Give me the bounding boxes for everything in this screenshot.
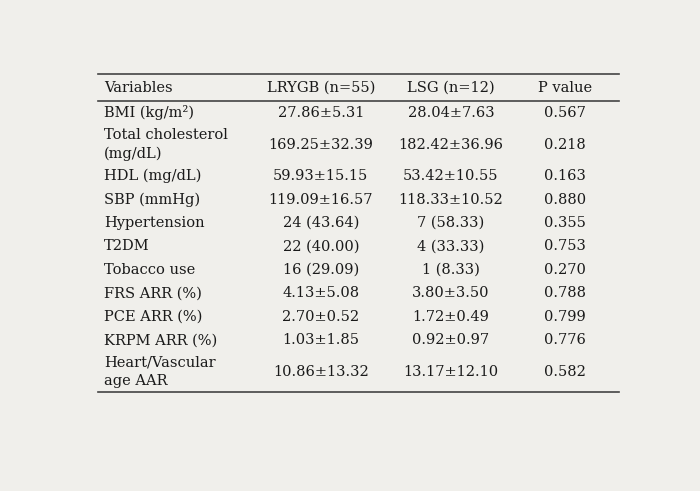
Text: 1.72±0.49: 1.72±0.49 (412, 310, 489, 324)
Text: KRPM ARR (%): KRPM ARR (%) (104, 333, 217, 347)
Text: 10.86±13.32: 10.86±13.32 (273, 365, 369, 379)
Text: 27.86±5.31: 27.86±5.31 (278, 106, 364, 120)
Text: SBP (mmHg): SBP (mmHg) (104, 192, 200, 207)
Text: 118.33±10.52: 118.33±10.52 (398, 192, 503, 207)
Text: Heart/Vascular
age AAR: Heart/Vascular age AAR (104, 356, 216, 388)
Text: Tobacco use: Tobacco use (104, 263, 195, 277)
Text: 0.776: 0.776 (544, 333, 586, 347)
Text: 182.42±36.96: 182.42±36.96 (398, 137, 503, 152)
Text: 59.93±15.15: 59.93±15.15 (273, 169, 368, 183)
Text: BMI (kg/m²): BMI (kg/m²) (104, 106, 194, 120)
Text: 119.09±16.57: 119.09±16.57 (269, 192, 373, 207)
Text: 53.42±10.55: 53.42±10.55 (403, 169, 498, 183)
Text: 2.70±0.52: 2.70±0.52 (282, 310, 359, 324)
Text: FRS ARR (%): FRS ARR (%) (104, 286, 202, 300)
Text: 0.270: 0.270 (544, 263, 586, 277)
Text: HDL (mg/dL): HDL (mg/dL) (104, 169, 201, 183)
Text: PCE ARR (%): PCE ARR (%) (104, 310, 202, 324)
Text: 169.25±32.39: 169.25±32.39 (268, 137, 373, 152)
Text: 3.80±3.50: 3.80±3.50 (412, 286, 490, 300)
Text: 13.17±12.10: 13.17±12.10 (403, 365, 498, 379)
Text: LSG (n=12): LSG (n=12) (407, 81, 495, 95)
Text: Hypertension: Hypertension (104, 216, 204, 230)
Text: 7 (58.33): 7 (58.33) (417, 216, 484, 230)
Text: 0.218: 0.218 (544, 137, 586, 152)
Text: 22 (40.00): 22 (40.00) (283, 240, 359, 253)
Text: 1.03±1.85: 1.03±1.85 (282, 333, 359, 347)
Text: 0.567: 0.567 (544, 106, 586, 120)
Text: 28.04±7.63: 28.04±7.63 (407, 106, 494, 120)
Text: 24 (43.64): 24 (43.64) (283, 216, 359, 230)
Text: P value: P value (538, 81, 592, 95)
Text: 0.880: 0.880 (544, 192, 586, 207)
Text: T2DM: T2DM (104, 240, 149, 253)
Text: 0.92±0.97: 0.92±0.97 (412, 333, 489, 347)
Text: 4.13±5.08: 4.13±5.08 (282, 286, 359, 300)
Text: 0.163: 0.163 (544, 169, 586, 183)
Text: 4 (33.33): 4 (33.33) (417, 240, 484, 253)
Text: LRYGB (n=55): LRYGB (n=55) (267, 81, 375, 95)
Text: 0.355: 0.355 (544, 216, 586, 230)
Text: Variables: Variables (104, 81, 172, 95)
Text: 0.753: 0.753 (544, 240, 586, 253)
Text: Total cholesterol
(mg/dL): Total cholesterol (mg/dL) (104, 128, 228, 161)
Text: 16 (29.09): 16 (29.09) (283, 263, 359, 277)
Text: 0.582: 0.582 (544, 365, 586, 379)
Text: 1 (8.33): 1 (8.33) (422, 263, 480, 277)
Text: 0.799: 0.799 (544, 310, 586, 324)
Text: 0.788: 0.788 (544, 286, 586, 300)
